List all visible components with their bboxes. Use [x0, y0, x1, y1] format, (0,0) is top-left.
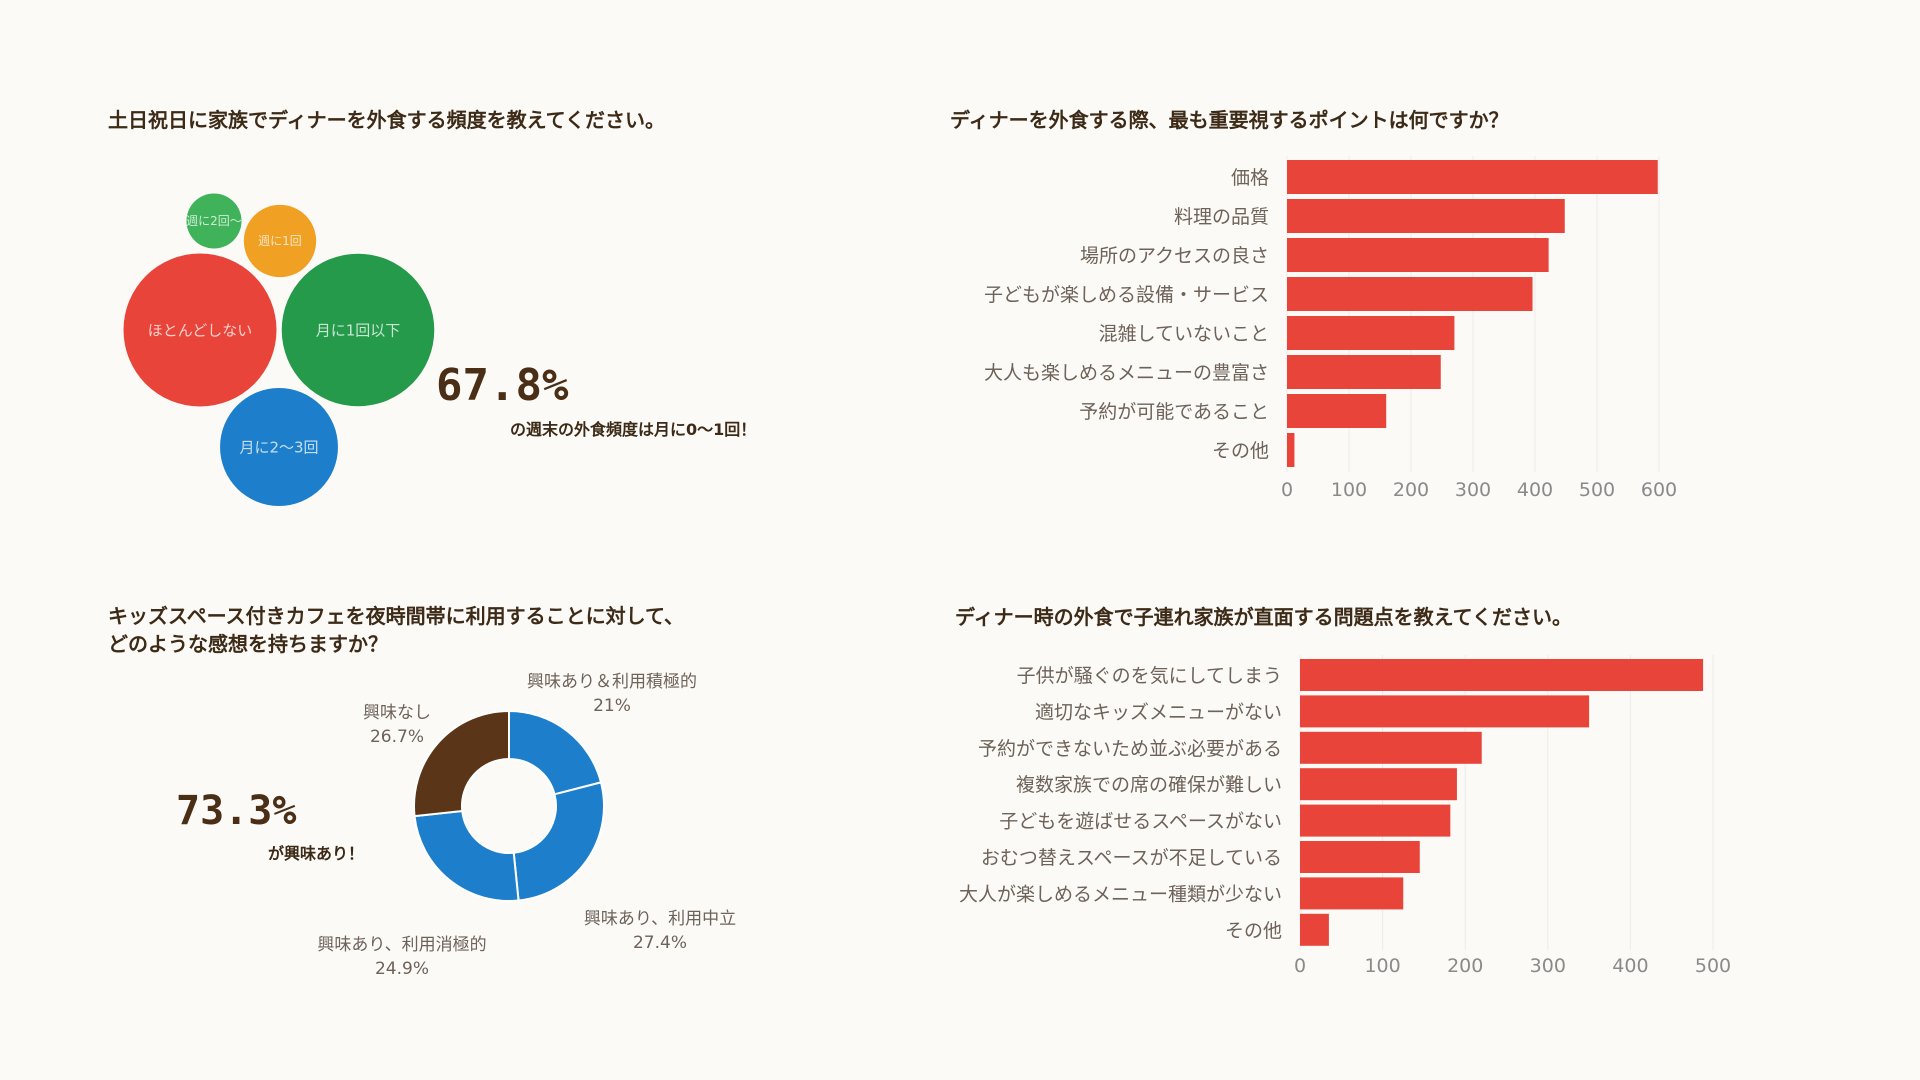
donut-slice [508, 709, 603, 796]
priority-title: ディナーを外食する際、最も重要視するポイントは何ですか？ [950, 108, 1509, 132]
bar [1287, 355, 1441, 389]
problems-title: ディナー時の外食で子連れ家族が直面する問題点を教えてください。 [955, 605, 1572, 629]
slice-value-label: 26.7% [370, 727, 424, 747]
x-tick-label: 400 [1517, 479, 1553, 501]
bubble-label: 週に2回〜 [186, 214, 242, 228]
x-tick-label: 500 [1579, 479, 1615, 501]
slice-label: 興味あり＆利用積極的 [527, 672, 697, 692]
category-label: 子どもが楽しめる設備・サービス [984, 284, 1269, 306]
bubble-label: 月に2〜3回 [239, 438, 318, 456]
x-tick-label: 100 [1364, 955, 1400, 977]
category-label: 混雑していないこと [1099, 323, 1269, 345]
category-label: 適切なキッズメニューがない [1035, 701, 1282, 723]
x-tick-label: 300 [1455, 479, 1491, 501]
x-tick-label: 400 [1612, 955, 1648, 977]
category-label: 大人も楽しめるメニューの豊富さ [984, 362, 1269, 384]
bubble-0 [123, 253, 277, 407]
x-tick-label: 0 [1281, 479, 1293, 501]
bubble-label: 月に1回以下 [316, 321, 401, 339]
category-label: その他 [1225, 920, 1282, 942]
x-tick-label: 100 [1331, 479, 1367, 501]
bar [1287, 238, 1549, 272]
bar [1287, 433, 1295, 467]
kids-cafe-stat-value: 73.3% [176, 788, 297, 834]
bar [1287, 199, 1565, 233]
kids-cafe-stat-note: が興味あり！ [268, 844, 365, 863]
bar [1300, 804, 1451, 837]
category-label: 価格 [1231, 167, 1269, 189]
category-label: 予約ができないため並ぶ必要がある [978, 738, 1282, 760]
category-label: 大人が楽しめるメニュー種類が少ない [959, 883, 1282, 905]
bar [1287, 277, 1533, 311]
slice-value-label: 24.9% [375, 959, 429, 979]
bar [1300, 731, 1482, 764]
x-tick-label: 200 [1447, 955, 1483, 977]
category-label: 場所のアクセスの良さ [1080, 245, 1269, 267]
kids-cafe-title: キッズスペース付きカフェを夜時間帯に利用することに対して、 どのような感想を持ち… [108, 602, 684, 658]
bubble-2 [220, 388, 338, 506]
slice-label: 興味あり、利用中立 [584, 909, 736, 929]
category-label: 料理の品質 [1174, 206, 1269, 228]
bar [1300, 841, 1420, 873]
kids-cafe-title-line1: キッズスペース付きカフェを夜時間帯に利用することに対して、 [108, 604, 684, 628]
category-label: おむつ替えスペースが不足している [981, 847, 1282, 869]
bar [1300, 877, 1404, 910]
x-tick-label: 200 [1393, 479, 1429, 501]
category-label: その他 [1212, 440, 1269, 462]
bubble-label: ほとんどしない [148, 321, 253, 339]
donut-slice [413, 709, 510, 818]
bar [1287, 160, 1658, 194]
kids-cafe-title-line2: どのような感想を持ちますか？ [108, 632, 388, 656]
bar [1287, 394, 1387, 428]
x-tick-label: 300 [1530, 955, 1566, 977]
slice-label: 興味あり、利用消極的 [317, 935, 486, 955]
bar [1300, 768, 1457, 801]
frequency-stat-note: の週末の外食頻度は月に0〜1回！ [510, 420, 757, 439]
bar [1287, 316, 1455, 350]
bubble-3 [243, 204, 317, 278]
category-label: 予約が可能であること [1079, 401, 1269, 423]
slice-value-label: 21% [593, 696, 631, 716]
slice-label: 興味なし [363, 703, 431, 723]
frequency-title: 土日祝日に家族でディナーを外食する頻度を教えてください。 [108, 108, 665, 132]
bubble-1 [281, 253, 435, 407]
x-tick-label: 0 [1294, 955, 1306, 977]
bubble-label: 週に1回 [258, 234, 302, 248]
bar [1300, 659, 1704, 691]
bar [1300, 695, 1590, 728]
bubble-4 [186, 193, 242, 249]
donut-slice [413, 809, 520, 902]
category-label: 子どもを遊ばせるスペースがない [999, 811, 1282, 833]
category-label: 子供が騒ぐのを気にしてしまう [1017, 665, 1282, 687]
x-tick-label: 600 [1641, 479, 1677, 501]
frequency-stat-value: 67.8% [436, 360, 569, 411]
category-label: 複数家族での席の確保が難しい [1016, 774, 1282, 796]
donut-slice [512, 781, 605, 902]
x-tick-label: 500 [1695, 955, 1731, 977]
bar [1300, 913, 1329, 946]
slice-value-label: 27.4% [633, 933, 687, 953]
